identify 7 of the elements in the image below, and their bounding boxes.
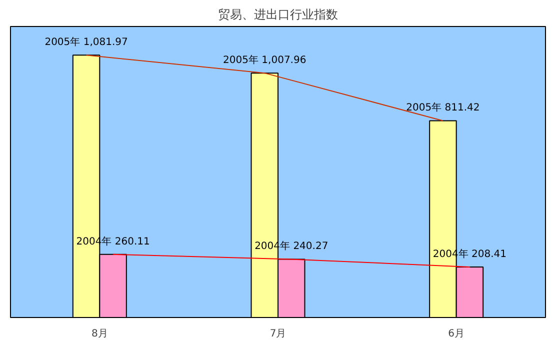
data-label: 2005年 1,007.96 [223, 54, 306, 66]
x-tick-label: 8月 [91, 328, 108, 340]
x-tick-label: 7月 [270, 328, 286, 340]
data-label: 2005年 1,081.97 [44, 36, 128, 48]
chart-title: 贸易、进出口行业指数 [218, 8, 338, 22]
x-tick-label: 6月 [448, 328, 465, 340]
data-label: 2005年 811.42 [406, 102, 480, 114]
